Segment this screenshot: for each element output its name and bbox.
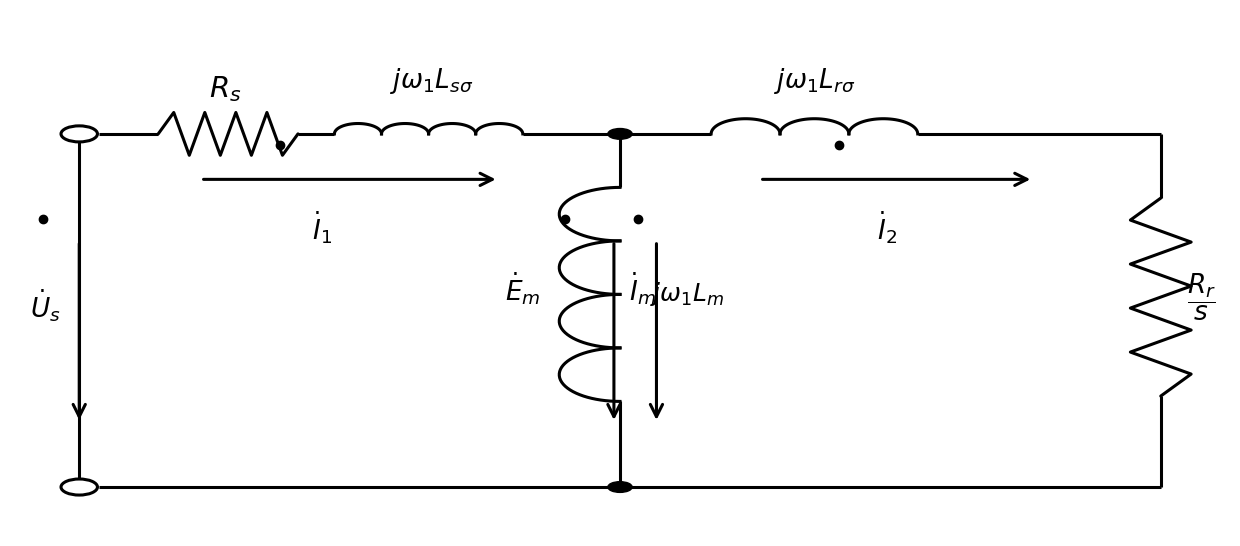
Circle shape xyxy=(61,479,98,495)
Text: $j\omega_1 L_{r\sigma}$: $j\omega_1 L_{r\sigma}$ xyxy=(774,67,856,97)
Circle shape xyxy=(61,126,98,142)
Text: $\dot{I}_1$: $\dot{I}_1$ xyxy=(312,209,332,246)
Text: $j\omega_1 L_m$: $j\omega_1 L_m$ xyxy=(650,281,724,308)
Text: $\dot{E}_m$: $\dot{E}_m$ xyxy=(506,271,541,307)
Circle shape xyxy=(608,482,632,492)
Text: $\dfrac{R_r}{s}$: $\dfrac{R_r}{s}$ xyxy=(1188,271,1216,323)
Circle shape xyxy=(608,128,632,139)
Text: $\dot{I}_m$: $\dot{I}_m$ xyxy=(629,271,655,307)
Text: $\dot{I}_2$: $\dot{I}_2$ xyxy=(878,209,898,246)
Text: $R_s$: $R_s$ xyxy=(208,75,242,104)
Text: $\dot{U}_s$: $\dot{U}_s$ xyxy=(30,287,61,323)
Text: $j\omega_1 L_{s\sigma}$: $j\omega_1 L_{s\sigma}$ xyxy=(389,67,474,97)
